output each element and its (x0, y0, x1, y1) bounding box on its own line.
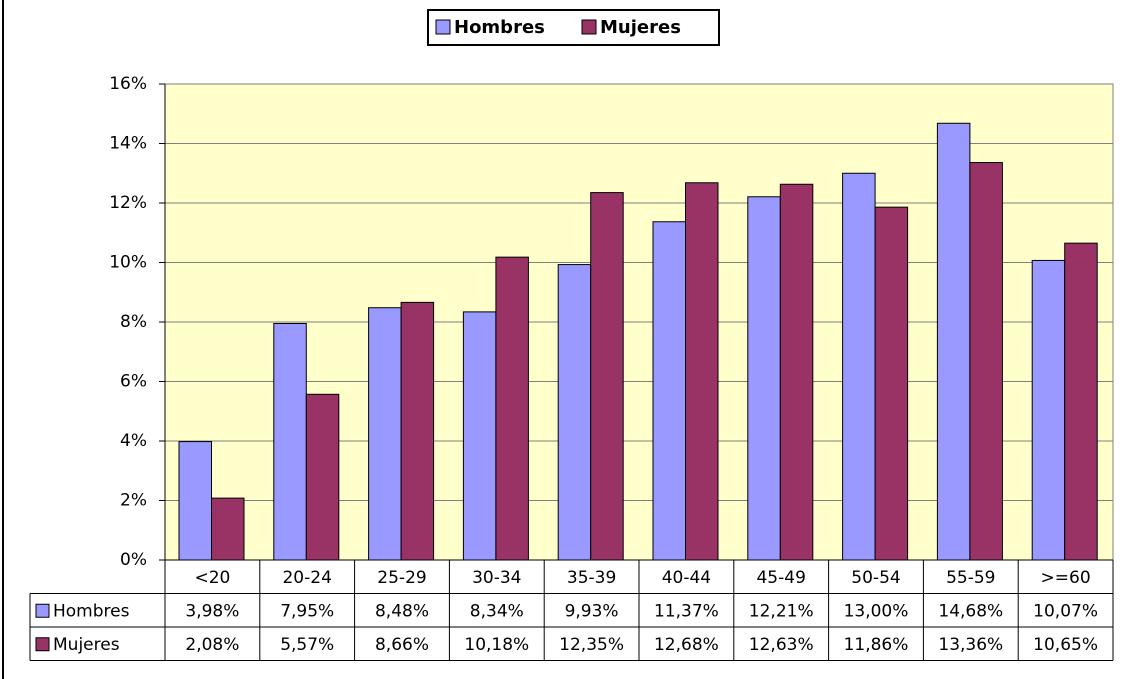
data-label: 3,98% (185, 601, 239, 621)
data-label: 14,68% (938, 601, 1003, 621)
bar (273, 322, 307, 561)
bar (936, 122, 971, 561)
legend-label: Mujeres (600, 17, 681, 38)
table-row-label: Mujeres (53, 635, 120, 655)
bar (305, 393, 340, 561)
y-tick-label: 14% (109, 134, 147, 154)
data-label: 8,66% (375, 635, 429, 655)
bar (590, 192, 624, 561)
legend: Hombres Mujeres (427, 9, 720, 46)
x-tick-label: 50-54 (851, 568, 900, 588)
bar (178, 441, 212, 561)
data-label: 10,07% (1033, 601, 1098, 621)
x-tick-label: 45-49 (756, 568, 805, 588)
bar (211, 497, 245, 561)
data-label: 12,35% (559, 635, 624, 655)
bar (1031, 259, 1066, 561)
data-label: 8,34% (470, 601, 524, 621)
bar (400, 301, 435, 561)
bar (652, 221, 686, 561)
x-tick-label: 35-39 (567, 568, 616, 588)
data-label: 2,08% (185, 635, 239, 655)
bar (969, 162, 1003, 561)
y-tick-label: 4% (120, 431, 147, 451)
y-tick-label: 16% (109, 74, 147, 94)
data-label: 10,65% (1033, 635, 1098, 655)
legend-key (35, 603, 50, 618)
bar (874, 206, 909, 561)
legend-key (435, 19, 451, 35)
data-label: 5,57% (280, 635, 334, 655)
bar (462, 311, 497, 561)
data-label: 8,48% (375, 601, 429, 621)
y-tick-label: 8% (120, 312, 147, 332)
legend-key (581, 19, 597, 35)
bar (685, 182, 719, 561)
x-tick-label: 40-44 (662, 568, 711, 588)
x-tick-label: 55-59 (946, 568, 995, 588)
data-label: 9,93% (565, 601, 619, 621)
x-tick-label: <20 (194, 568, 230, 588)
bar (495, 256, 529, 561)
data-label: 11,37% (654, 601, 719, 621)
legend-key (35, 637, 50, 652)
bar (1064, 242, 1098, 561)
bar (557, 264, 592, 561)
bar (842, 172, 876, 561)
y-tick-label: 0% (120, 550, 147, 570)
table-row-label: Hombres (53, 601, 130, 621)
x-tick-label: >=60 (1041, 568, 1091, 588)
data-label: 11,86% (844, 635, 909, 655)
x-tick-label: 25-29 (377, 568, 426, 588)
legend-label: Hombres (454, 17, 545, 38)
x-tick-label: 30-34 (472, 568, 521, 588)
x-tick-label: 20-24 (282, 568, 331, 588)
y-tick-label: 2% (120, 491, 147, 511)
data-label: 12,68% (654, 635, 719, 655)
data-label: 12,21% (749, 601, 814, 621)
legend-box (427, 9, 720, 46)
bar (368, 307, 402, 561)
y-tick-label: 6% (120, 372, 147, 392)
y-tick-label: 10% (109, 253, 147, 273)
y-tick-label: 12% (109, 193, 147, 213)
data-label: 7,95% (280, 601, 334, 621)
bar (747, 196, 781, 561)
data-label: 13,36% (938, 635, 1003, 655)
data-label: 12,63% (749, 635, 814, 655)
data-label: 10,18% (464, 635, 529, 655)
data-label: 13,00% (844, 601, 909, 621)
bar (779, 183, 814, 561)
